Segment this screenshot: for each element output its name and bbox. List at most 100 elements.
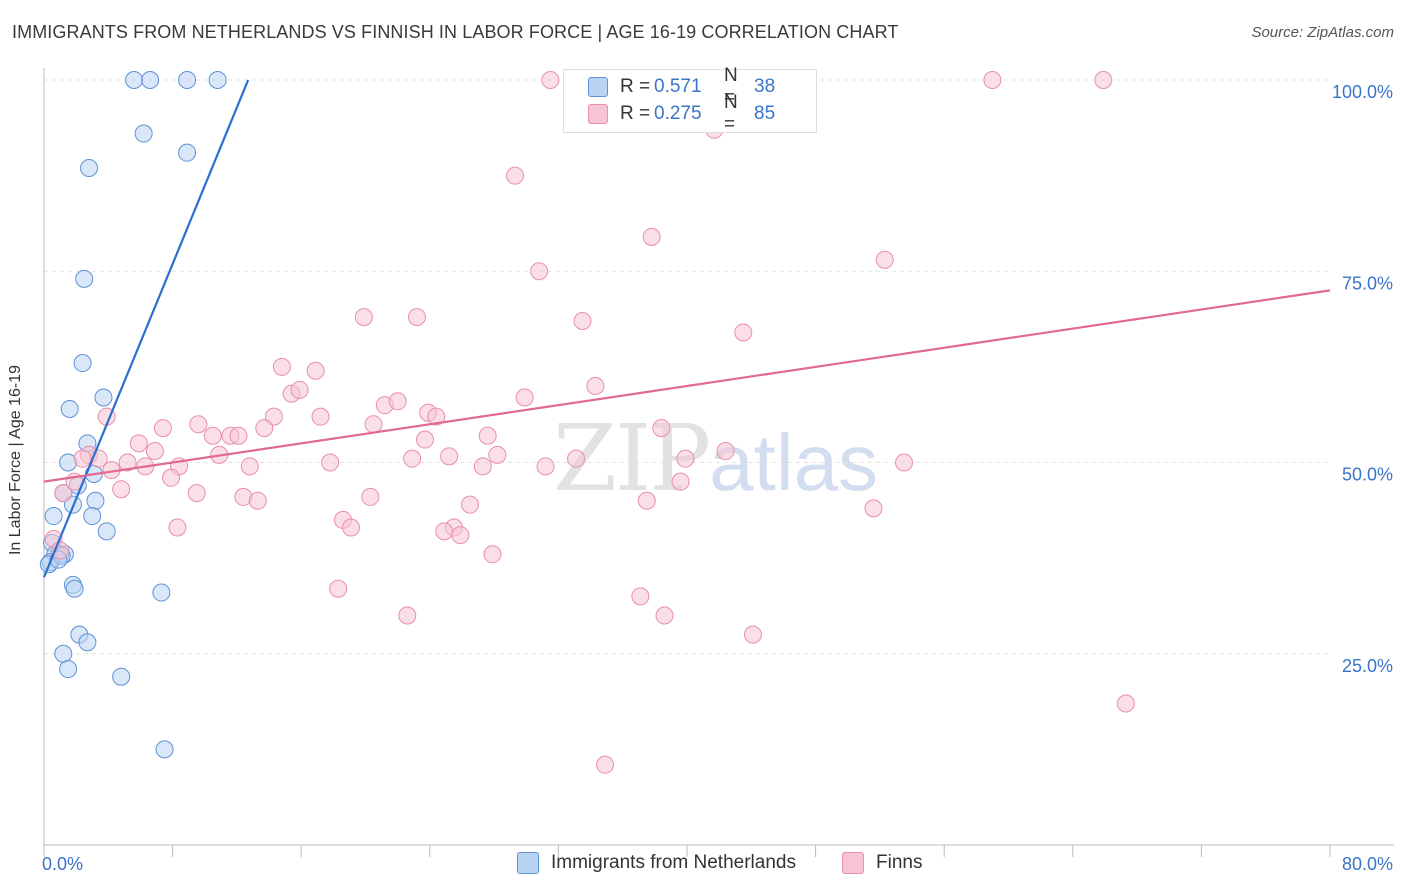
- finns-point: [671, 472, 690, 491]
- stats-row-finns: R = 0.275 N = 85: [588, 92, 824, 135]
- netherlands-point: [208, 71, 227, 89]
- finns-point: [118, 453, 137, 472]
- finns-point: [716, 442, 735, 461]
- finns-point: [473, 457, 492, 476]
- r-label: R =: [620, 76, 651, 97]
- finns-point: [435, 522, 454, 541]
- finns-point: [361, 487, 380, 506]
- netherlands-point: [112, 667, 131, 686]
- legend-item-finns[interactable]: Finns: [842, 852, 922, 874]
- finns-point: [73, 449, 92, 468]
- finns-point: [573, 311, 592, 330]
- finns-point: [311, 407, 330, 426]
- finns-swatch: [588, 104, 608, 124]
- netherlands-point: [125, 71, 144, 89]
- finns-point: [652, 419, 671, 438]
- finns-point: [187, 484, 206, 503]
- finns-point: [248, 491, 267, 510]
- finns-point: [864, 499, 883, 518]
- finns-point: [329, 579, 348, 598]
- finns-point: [427, 407, 446, 426]
- netherlands-point: [75, 269, 94, 288]
- y-tick-label: 50.0%: [1342, 465, 1393, 485]
- finns-point: [272, 357, 291, 376]
- finns-point: [112, 480, 131, 499]
- finns-point: [983, 71, 1002, 89]
- netherlands-point: [83, 507, 102, 526]
- finns-point: [264, 407, 283, 426]
- finns-point: [875, 250, 894, 269]
- netherlands-swatch: [588, 77, 608, 97]
- n-label: N =: [724, 92, 738, 135]
- n-value: 85: [754, 103, 776, 124]
- finns-point: [895, 453, 914, 472]
- netherlands-point: [78, 633, 97, 652]
- x-tick-label: 0.0%: [42, 854, 83, 874]
- finns-point: [631, 587, 650, 606]
- finns-point: [415, 430, 434, 449]
- netherlands-point: [94, 388, 113, 407]
- series-legend: Immigrants from Netherlands Finns: [0, 852, 1406, 878]
- n-value: 38: [754, 76, 776, 97]
- source-label: Source: ZipAtlas.com: [1251, 24, 1394, 41]
- y-tick-label: 25.0%: [1342, 656, 1393, 676]
- finns-point: [451, 526, 470, 545]
- finns-point: [364, 415, 383, 434]
- finns-point: [460, 495, 479, 514]
- netherlands-point: [54, 644, 73, 663]
- watermark-atlas: atlas: [709, 418, 879, 507]
- netherlands-point: [86, 491, 105, 510]
- finns-point: [203, 426, 222, 445]
- finns-point: [153, 419, 172, 438]
- netherlands-point: [73, 354, 92, 373]
- finns-point: [306, 361, 325, 380]
- finns-point: [342, 518, 361, 537]
- finns-point: [161, 468, 180, 487]
- finns-point: [255, 419, 274, 438]
- x-tick-label: 80.0%: [1342, 854, 1393, 874]
- stats-legend: R = 0.571 N = 38 R = 0.275 N = 85: [563, 65, 817, 135]
- finns-point: [54, 484, 73, 503]
- legend-label: Immigrants from Netherlands: [551, 852, 796, 873]
- finns-point: [168, 518, 187, 537]
- finns-point: [488, 445, 507, 464]
- stats-row-netherlands: R = 0.571 N = 38: [588, 65, 824, 108]
- chart-title: IMMIGRANTS FROM NETHERLANDS VS FINNISH I…: [12, 22, 899, 42]
- finns-point: [483, 545, 502, 564]
- finns-point: [478, 426, 497, 445]
- netherlands-point: [65, 579, 84, 598]
- finns-point: [240, 457, 259, 476]
- finns-point: [229, 426, 248, 445]
- finns-trendline: [43, 289, 1331, 483]
- finns-point: [398, 606, 417, 625]
- netherlands-point: [141, 71, 160, 89]
- netherlands-point: [44, 507, 63, 526]
- finns-point: [1094, 71, 1113, 89]
- finns-point: [1116, 694, 1135, 713]
- finns-point: [530, 262, 549, 281]
- netherlands-point: [134, 124, 153, 143]
- finns-point: [354, 308, 373, 327]
- y-tick-label: 100.0%: [1332, 82, 1393, 102]
- finns-point: [734, 323, 753, 342]
- finns-legend-swatch: [842, 852, 864, 874]
- finns-point: [596, 755, 615, 774]
- netherlands-point: [80, 158, 99, 177]
- netherlands-trendline: [42, 79, 250, 578]
- finns-point: [586, 377, 605, 395]
- finns-point: [637, 491, 656, 510]
- netherlands-point: [152, 583, 171, 602]
- finns-point: [440, 447, 459, 466]
- netherlands-point: [155, 740, 174, 759]
- legend-label: Finns: [876, 852, 923, 873]
- netherlands-legend-swatch: [517, 852, 539, 874]
- finns-point: [290, 380, 309, 399]
- finns-point: [388, 392, 407, 411]
- finns-point: [515, 388, 534, 407]
- finns-point: [541, 71, 560, 89]
- finns-point: [676, 449, 695, 468]
- finns-point: [407, 308, 426, 327]
- legend-item-netherlands[interactable]: Immigrants from Netherlands: [517, 852, 796, 874]
- netherlands-point: [59, 660, 78, 679]
